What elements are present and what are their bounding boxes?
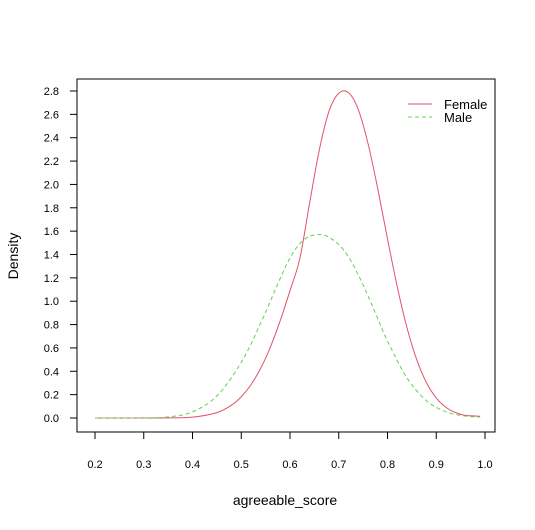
x-tick-label: 0.3 — [136, 459, 151, 471]
x-tick-label: 0.5 — [234, 459, 249, 471]
x-axis: 0.2 0.3 0.4 0.5 0.6 0.7 0.8 0.9 1.0 — [87, 431, 493, 471]
y-tick-label: 1.2 — [44, 273, 59, 285]
y-tick-label: 1.6 — [44, 226, 59, 238]
x-tick-label: 0.8 — [380, 459, 395, 471]
y-tick-label: 2.8 — [44, 86, 59, 98]
y-tick-label: 1.0 — [44, 296, 59, 308]
y-tick-label: 0.6 — [44, 343, 59, 355]
x-tick-label: 0.9 — [429, 459, 444, 471]
legend: Female Male — [408, 97, 487, 125]
x-tick-label: 0.6 — [282, 459, 297, 471]
legend-label-male: Male — [444, 110, 472, 125]
y-tick-label: 0.4 — [44, 366, 59, 378]
series-line-male — [94, 234, 481, 419]
x-tick-label: 0.2 — [87, 459, 102, 471]
y-axis: 0.0 0.2 0.4 0.6 0.8 1.0 1.2 1.4 1.6 1.8 2.0 2.2 2.4 2… — [44, 86, 78, 425]
plot-frame — [76, 78, 496, 433]
y-axis-title: Density — [5, 233, 21, 280]
x-tick-label: 1.0 — [477, 459, 492, 471]
y-tick-label: 2.0 — [44, 179, 59, 191]
y-tick-label: 2.2 — [44, 156, 59, 168]
y-tick-label: 0.0 — [44, 413, 59, 425]
y-tick-label: 2.6 — [44, 109, 59, 121]
series-line-female — [95, 90, 481, 419]
series-layer — [94, 90, 481, 419]
y-tick-label: 0.8 — [44, 320, 59, 332]
legend-label-female: Female — [444, 97, 487, 112]
y-tick-label: 1.8 — [44, 203, 59, 215]
x-axis-title: agreeable_score — [233, 492, 338, 508]
x-tick-label: 0.4 — [185, 459, 200, 471]
x-tick-label: 0.7 — [331, 459, 346, 471]
y-tick-label: 1.4 — [44, 250, 59, 262]
y-tick-label: 0.2 — [44, 390, 59, 402]
y-tick-label: 2.4 — [44, 133, 59, 145]
